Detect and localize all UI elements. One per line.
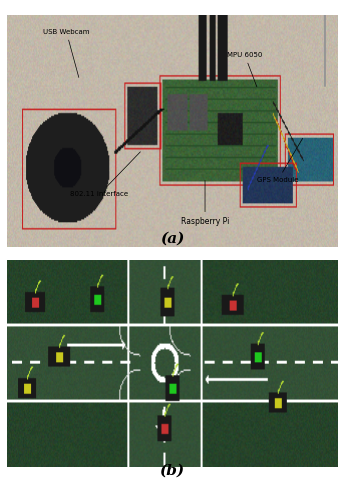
- Text: USB Webcam: USB Webcam: [43, 28, 89, 78]
- Text: MPU 6050: MPU 6050: [227, 52, 262, 87]
- Text: GPS Module: GPS Module: [257, 138, 303, 184]
- Text: 802.11 interface: 802.11 interface: [70, 152, 140, 198]
- Text: Raspberry Pi: Raspberry Pi: [181, 180, 229, 226]
- Text: (a): (a): [160, 232, 184, 245]
- Text: (b): (b): [159, 464, 185, 478]
